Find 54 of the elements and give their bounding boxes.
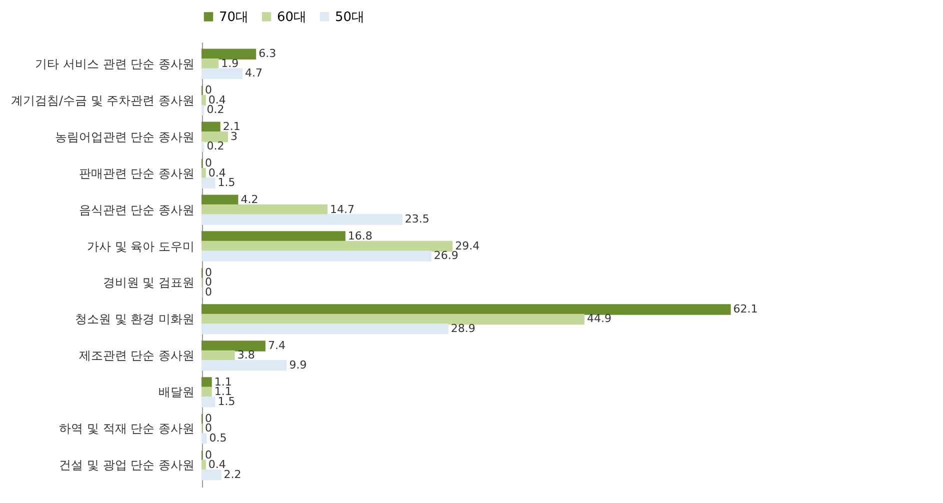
- y-tick-label: 경비원 및 검표원: [102, 276, 194, 290]
- y-tick-label: 하역 및 적재 단순 종사원: [59, 422, 194, 436]
- data-label: 4.7: [244, 66, 262, 80]
- bar: [202, 194, 238, 206]
- bar: [202, 324, 448, 334]
- legend-label: 60대: [277, 10, 307, 25]
- bar: [202, 68, 242, 79]
- bar: [202, 131, 228, 142]
- y-tick-label: 건설 및 광업 단순 종사원: [59, 458, 194, 472]
- bar: [202, 214, 402, 225]
- bar: [202, 122, 220, 132]
- y-tick-label: 기타 서비스 관련 단순 종사원: [35, 56, 194, 71]
- data-label: 16.8: [348, 230, 372, 243]
- bar: [202, 396, 216, 408]
- legend-label: 50대: [335, 10, 365, 25]
- data-label: 9.9: [289, 358, 307, 372]
- bar: [202, 340, 266, 352]
- y-tick-label: 음식관련 단순 종사원: [78, 202, 194, 217]
- data-label: 2.2: [224, 468, 242, 481]
- bar: [202, 304, 731, 315]
- y-tick-label: 계기검침/수금 및 주차관련 종사원: [11, 93, 194, 108]
- data-label: 23.5: [404, 212, 430, 226]
- bar: [202, 460, 206, 470]
- bar: [202, 377, 212, 388]
- y-tick-label: 배달원: [158, 385, 194, 400]
- legend-label: 70대: [219, 10, 249, 25]
- data-label: 3: [230, 130, 238, 143]
- data-label: 0.5: [209, 431, 227, 444]
- bar: [202, 94, 206, 106]
- bar: [202, 386, 212, 398]
- data-label: 3.8: [237, 348, 255, 362]
- bar: [202, 360, 287, 371]
- data-label: 1.9: [221, 56, 239, 70]
- data-label: 7.4: [268, 338, 286, 352]
- bar: [202, 469, 222, 480]
- y-tick-label: 가사 및 육아 도우미: [87, 239, 194, 254]
- data-label: 28.9: [450, 322, 476, 335]
- y-tick-label: 농림어업관련 단순 종사원: [54, 130, 194, 144]
- bar: [202, 231, 346, 242]
- bar: [202, 48, 256, 60]
- bar: [202, 250, 432, 262]
- bar: [202, 178, 216, 188]
- bar: [202, 433, 207, 444]
- data-label: 14.7: [330, 202, 355, 216]
- data-label: 0.2: [206, 140, 224, 153]
- data-label: 44.9: [586, 312, 612, 326]
- y-tick-label: 판매관련 단순 종사원: [78, 166, 194, 180]
- data-label: 6.3: [258, 47, 276, 60]
- bar: [202, 314, 584, 325]
- y-tick-label: 청소원 및 환경 미화원: [75, 312, 194, 326]
- y-tick-label: 제조관련 단순 종사원: [78, 348, 194, 363]
- data-label: 4.2: [240, 193, 258, 206]
- data-label: 62.1: [733, 302, 758, 316]
- bar: [202, 168, 206, 179]
